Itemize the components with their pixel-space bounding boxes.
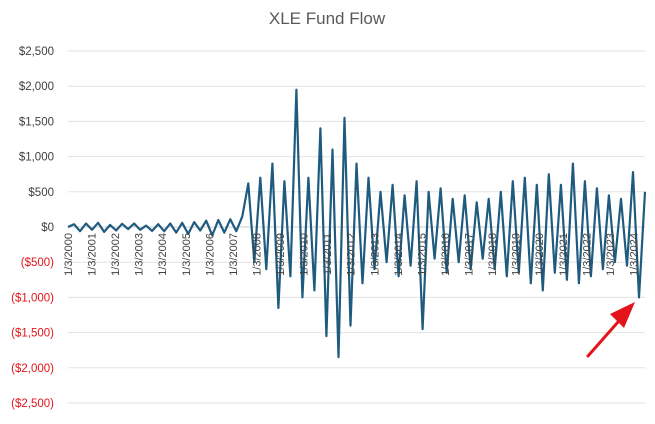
- x-axis-tick-labels: 1/3/2000 1/3/2001 1/3/2002 1/3/2003 1/3/2004…: [63, 233, 641, 276]
- y-tick-label: $2,000: [19, 81, 54, 93]
- x-tick-label: 1/3/2015: [416, 233, 428, 276]
- y-tick-label: $2,500: [19, 46, 54, 58]
- chart-title: XLE Fund Flow: [269, 9, 386, 28]
- y-tick-label: ($1,500): [11, 328, 54, 340]
- x-tick-label: 1/3/2016: [440, 233, 452, 276]
- x-tick-label: 1/3/2000: [63, 233, 75, 276]
- x-tick-label: 1/3/2023: [605, 233, 617, 276]
- x-tick-label: 1/3/2001: [87, 233, 99, 276]
- x-tick-label: 1/3/2007: [228, 233, 240, 276]
- x-tick-label: 1/3/2012: [346, 233, 358, 276]
- x-tick-label: 1/3/2017: [464, 233, 476, 276]
- x-tick-label: 1/3/2006: [204, 233, 216, 276]
- y-tick-label: $1,500: [19, 116, 54, 128]
- x-tick-label: 1/3/2022: [581, 233, 593, 276]
- x-tick-label: 1/3/2011: [322, 233, 334, 275]
- x-tick-label: 1/3/2013: [369, 233, 381, 276]
- x-tick-label: 1/3/2019: [511, 233, 523, 276]
- x-tick-label: 1/3/2005: [181, 233, 193, 276]
- annotations: [586, 302, 635, 358]
- x-tick-label: 1/3/2008: [252, 233, 264, 276]
- x-tick-label: 1/3/2014: [393, 233, 405, 276]
- x-tick-label: 1/3/2021: [558, 233, 570, 276]
- annotation-arrow-head: [610, 302, 635, 328]
- x-tick-label: 1/3/2002: [110, 233, 122, 276]
- y-tick-label: ($2,000): [11, 363, 54, 375]
- series-layer: [67, 88, 647, 359]
- y-axis-tick-labels: $2,500 $2,000 $1,500 $1,000 $500 $0 ($500) ($1,…: [11, 46, 54, 410]
- y-tick-label: $1,000: [19, 152, 54, 164]
- x-tick-label: 1/3/2009: [275, 233, 287, 276]
- x-tick-label: 1/3/2020: [534, 233, 546, 276]
- y-tick-label: ($2,500): [11, 398, 54, 410]
- series-line-0: [67, 88, 647, 359]
- annotation-arrow-shaft: [586, 320, 620, 358]
- x-tick-label: 1/3/2018: [487, 233, 499, 276]
- x-tick-label: 1/3/2003: [134, 233, 146, 276]
- y-tick-label: ($500): [21, 257, 54, 269]
- x-tick-label: 1/3/2024: [629, 233, 641, 276]
- x-tick-label: 1/3/2010: [299, 233, 311, 276]
- y-tick-label: ($1,000): [11, 292, 54, 304]
- y-tick-label: $0: [41, 222, 54, 234]
- y-tick-label: $500: [28, 187, 54, 199]
- x-tick-label: 1/3/2004: [157, 233, 169, 276]
